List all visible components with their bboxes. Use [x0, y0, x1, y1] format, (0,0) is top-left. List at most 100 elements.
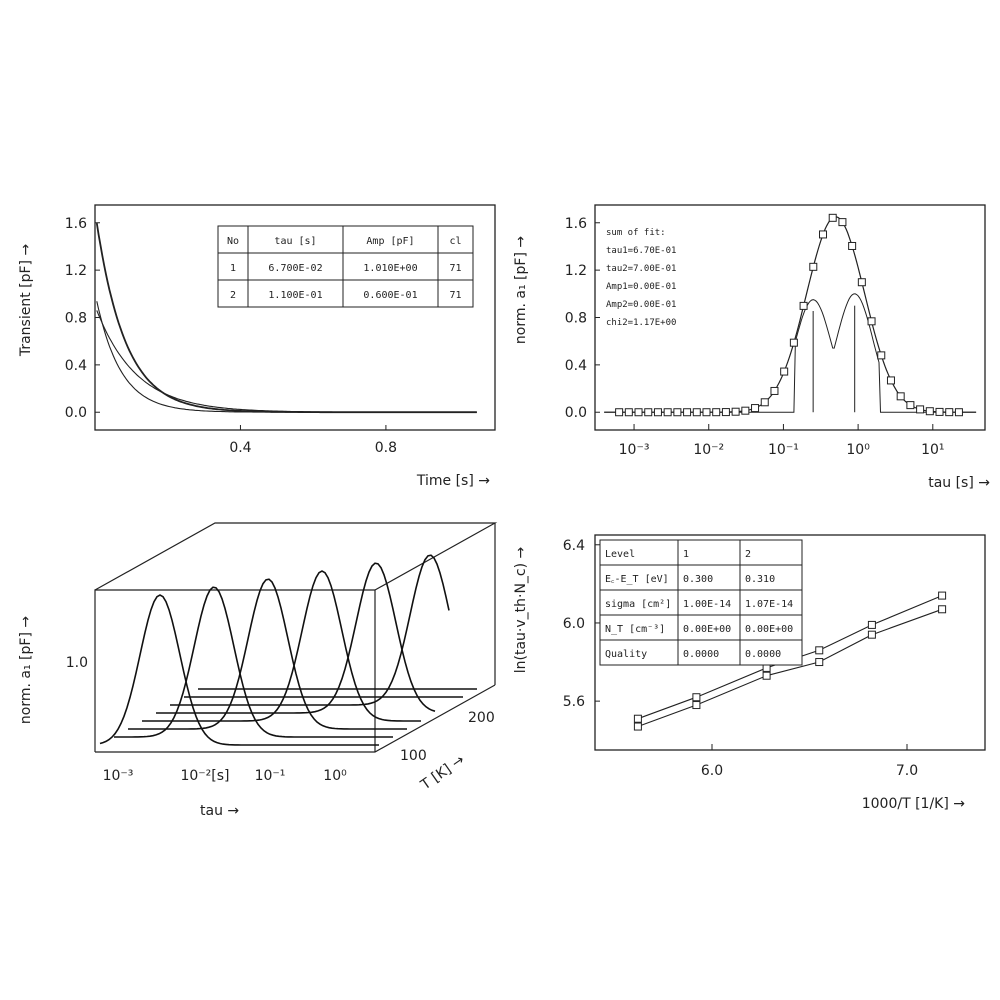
waterfall-x-tick-label: 10⁻³: [103, 768, 134, 784]
tau-data-point: [857, 278, 866, 287]
waterfall-curve: [156, 562, 436, 714]
tau-data-point: [925, 407, 934, 416]
tau-data-point: [702, 408, 711, 417]
waterfall-y-axis-label: norm. a₁ [pF] →: [18, 616, 34, 724]
tau-data-point: [741, 406, 750, 415]
transient-table-header: Amp [pF]: [366, 236, 414, 247]
tau-legend-line: Amp1=0.00E-01: [606, 282, 676, 292]
tau-data-point: [644, 408, 653, 417]
tau-data-point: [954, 408, 963, 417]
waterfall-top-frame: [94, 522, 498, 591]
waterfall-x-axis-label: tau →: [200, 803, 239, 819]
transient-table-header: tau [s]: [274, 236, 316, 247]
tau-data-point: [945, 408, 954, 417]
waterfall-curve: [170, 554, 450, 706]
tau-data-point: [683, 408, 692, 417]
transient-y-ticks: 0.0 0.4 0.8 1.2 1.6: [65, 216, 100, 421]
transient-table-cell: 0.600E-01: [363, 290, 417, 301]
arrhenius-table-cell: E꜀-E_T [eV]: [605, 574, 669, 585]
panel-arrhenius: 5.6 6.0 6.4 6.0 7.0 Level 1 2 E꜀-E_T [eV] 0.300…: [513, 534, 986, 812]
transient-y-tick-label: 0.0: [65, 405, 87, 421]
tau-legend-line: chi2=1.17E+00: [606, 318, 676, 328]
tau-data-point: [780, 367, 789, 376]
arrhenius-y-ticks: 5.6 6.0 6.4: [563, 538, 600, 710]
arrhenius-table-cell: 0.310: [745, 574, 775, 585]
arrhenius-table-header: Level: [605, 549, 635, 560]
arrhenius-y-tick-label: 6.0: [563, 616, 585, 632]
arrhenius-data-point: [867, 620, 876, 629]
waterfall-x-tick-label: 10⁻²[s]: [180, 768, 229, 784]
tau-data-point: [838, 218, 847, 227]
tau-data-point: [624, 408, 633, 417]
arrhenius-data-point: [762, 671, 771, 680]
tau-y-tick-label: 0.8: [565, 311, 587, 327]
arrhenius-data-point: [938, 591, 947, 600]
transient-curve: [95, 222, 477, 414]
tau-data-point: [653, 408, 662, 417]
tau-x-tick-label: 10¹: [921, 442, 944, 458]
arrhenius-data-point: [633, 722, 642, 731]
tau-data-point: [721, 408, 730, 417]
waterfall-box: [94, 522, 498, 753]
tau-data-point: [819, 230, 828, 239]
waterfall-curve: [142, 570, 421, 722]
waterfall-x-tick-label: 10⁻¹: [255, 768, 286, 784]
arrhenius-data-point: [633, 714, 642, 723]
tau-legend-line: tau1=6.70E-01: [606, 246, 676, 256]
arrhenius-data-point: [692, 693, 701, 702]
waterfall-curve: [128, 578, 407, 730]
tau-x-tick-label: 10⁰: [846, 442, 870, 458]
transient-fit-table: No tau [s] Amp [pF] cl 1 6.700E-02 1.010E+00 71…: [217, 225, 474, 308]
arrhenius-table-cell: N_T [cm⁻³]: [605, 624, 665, 635]
arrhenius-table-cell: 0.300: [683, 574, 713, 585]
panel-3d-waterfall: 10⁻³ 10⁻²[s] 10⁻¹ 10⁰ 1.0 100 200 norm. a₁ [pF…: [18, 522, 498, 819]
tau-data-point: [886, 376, 895, 385]
waterfall-curve: [99, 594, 379, 746]
transient-y-tick-label: 1.6: [65, 216, 87, 232]
tau-y-axis-label: norm. a₁ [pF] →: [513, 236, 529, 344]
arrhenius-plot-frame: [594, 534, 986, 751]
arrhenius-table-cell: 0.0000: [745, 649, 781, 660]
tau-data-point: [789, 338, 798, 347]
arrhenius-data-point: [867, 630, 876, 639]
transient-y-tick-label: 0.4: [65, 358, 87, 374]
tau-x-tick-label: 10⁻¹: [768, 442, 799, 458]
waterfall-z-tick-label: 100: [400, 748, 427, 764]
arrhenius-lines: [633, 591, 947, 731]
arrhenius-x-tick-label: 7.0: [896, 763, 918, 779]
waterfall-x-tick-label: 10⁰: [323, 768, 347, 784]
transient-curve: [96, 301, 477, 413]
tau-data-point: [663, 408, 672, 417]
tau-data-point: [634, 408, 643, 417]
arrhenius-table-header: 2: [745, 549, 751, 560]
tau-data-point: [731, 407, 740, 416]
arrhenius-table-cell: 0.0000: [683, 649, 719, 660]
tau-data-point: [751, 404, 760, 413]
arrhenius-table-frame: [599, 539, 803, 666]
waterfall-base-edge: [95, 684, 496, 753]
transient-table-cell: 71: [449, 290, 461, 301]
arrhenius-table-cell: sigma [cm²]: [605, 599, 671, 610]
arrhenius-y-tick-label: 5.6: [563, 694, 585, 710]
transient-table-cell: 1.010E+00: [363, 263, 417, 274]
arrhenius-table-header: 1: [683, 549, 689, 560]
arrhenius-table-cell: 1.00E-14: [683, 599, 731, 610]
panel-transient: 0.0 0.4 0.8 1.2 1.6 0.4 0.8 No tau [s] Amp [pF]…: [18, 204, 496, 489]
arrhenius-x-axis-label: 1000/T [1/K] →: [862, 796, 966, 812]
transient-table-frame: [217, 225, 474, 308]
tau-data-point: [848, 241, 857, 250]
arrhenius-x-tick-label: 6.0: [701, 763, 723, 779]
tau-y-tick-label: 0.0: [565, 405, 587, 421]
tau-data-point: [692, 408, 701, 417]
tau-x-tick-label: 10⁻³: [619, 442, 650, 458]
transient-curves: [95, 222, 477, 414]
transient-table-cell: 1: [230, 263, 236, 274]
transient-table-header: No: [227, 236, 239, 247]
tau-data-point: [877, 351, 886, 360]
tau-data-point: [809, 262, 818, 271]
tau-data-point: [770, 386, 779, 395]
tau-data-point: [916, 405, 925, 414]
tau-y-tick-label: 1.6: [565, 216, 587, 232]
tau-data-point: [615, 408, 624, 417]
